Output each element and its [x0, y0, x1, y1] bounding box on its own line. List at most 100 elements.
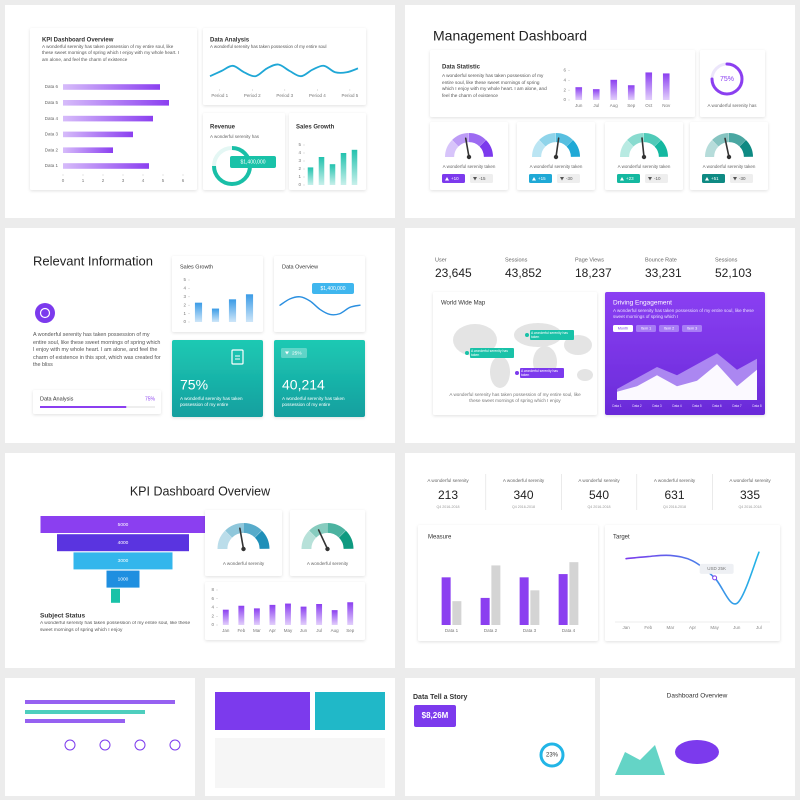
icon — [231, 349, 244, 365]
stat-value: 33,231 — [645, 266, 682, 280]
up-arrow — [445, 177, 449, 181]
y-tick-label: Data 4 — [45, 116, 59, 121]
card-title: KPI Dashboard Overview — [42, 38, 114, 44]
gauge-hub — [726, 154, 732, 160]
y-tick-label: 8 — [211, 587, 214, 592]
thumb-area — [615, 745, 665, 775]
y-tick-label: 0 — [183, 319, 186, 324]
thumb-icon — [134, 739, 146, 751]
gauge-segment — [445, 140, 459, 157]
gauge-needle — [464, 137, 470, 158]
stat-value: 23,645 — [435, 266, 472, 280]
bar — [63, 84, 160, 90]
y-tick-label: Data 6 — [45, 84, 59, 89]
paragraph: A wonderful serenity has taken possessio… — [40, 621, 191, 633]
button-text: Item 3 — [687, 327, 698, 331]
badge — [230, 156, 276, 168]
thumb-value-bg — [414, 705, 456, 727]
x-tick-label: Jan — [222, 628, 230, 633]
x-tick-label: Data 5 — [692, 404, 702, 408]
pin-label-bg — [470, 348, 514, 358]
paragraph: A wonderful serenity has taken possessio… — [449, 392, 581, 404]
x-tick-label: Period 4 — [309, 93, 326, 98]
x-tick-label: Data 4 — [672, 404, 682, 408]
x-tick-label: Period 2 — [244, 93, 261, 98]
progress-fill — [40, 406, 127, 408]
x-tick-label: Data 7 — [732, 404, 742, 408]
stat-label: Sessions — [505, 257, 528, 263]
gauge-segment — [469, 133, 486, 147]
x-tick-label: Aug — [331, 628, 340, 633]
bar — [285, 603, 291, 625]
x-tick-label: Jun — [733, 625, 741, 630]
pin — [465, 351, 469, 355]
paragraph: A wonderful serenity has taken — [521, 368, 558, 378]
y-tick-label: 0 — [563, 97, 566, 102]
x-tick-label: Jan — [622, 625, 630, 630]
y-tick-label: 3 — [183, 294, 186, 299]
thumb-panel — [215, 738, 385, 788]
thumb-title: Dashboard Overview — [667, 693, 728, 700]
gauge-needle — [555, 137, 560, 158]
x-tick-label: Data 3 — [523, 628, 537, 633]
bar — [331, 610, 338, 625]
funnel-label: 4000 — [118, 540, 129, 546]
gauge-hub — [241, 546, 246, 552]
paragraph: A wonderful serenity has taken possessio… — [33, 332, 161, 369]
x-tick-label: Data 3 — [652, 404, 662, 408]
bar — [211, 308, 220, 322]
card-title: Data Overview — [282, 264, 318, 270]
progress-value: 75% — [145, 396, 156, 402]
paragraph: A wonderful serenity has taken possessio… — [42, 44, 180, 62]
teal-card — [274, 340, 365, 417]
thumb-percent: 23% — [546, 753, 559, 759]
map-land — [577, 369, 593, 381]
badge — [281, 348, 307, 358]
bar — [222, 609, 229, 625]
y-tick-label: Data 5 — [45, 100, 59, 105]
teal-card — [172, 340, 263, 417]
stat-label: User — [435, 257, 447, 263]
up-text: +23 — [626, 176, 634, 181]
gauge-segment — [556, 133, 573, 147]
gauge-segment — [620, 140, 634, 157]
y-tick-label: 0 — [211, 622, 214, 627]
bar — [347, 602, 354, 625]
y-tick-label: 2 — [563, 87, 566, 92]
funnel-label: 1000 — [118, 576, 129, 582]
funnel-stem — [111, 588, 120, 603]
badge — [699, 563, 734, 574]
bar — [491, 565, 501, 625]
bar — [662, 73, 670, 100]
stat-label: Page Views — [575, 257, 604, 263]
card-text: A wonderful serenity has — [707, 103, 757, 108]
stat-label: A wonderful serenity — [654, 478, 696, 483]
card — [418, 525, 598, 641]
card — [433, 292, 597, 415]
stat-value: 213 — [438, 488, 458, 502]
card-title: Data Analysis — [210, 38, 250, 44]
y-tick-label: 0 — [298, 182, 301, 187]
funnel-bar — [40, 516, 206, 533]
down-text: -30 — [566, 176, 573, 181]
slide — [405, 678, 595, 796]
paragraph-box: A wonderful serenity has taken possessio… — [40, 621, 191, 633]
slide-title: Relevant Information — [33, 253, 153, 268]
down-text: -10 — [654, 176, 661, 181]
thumb-icon — [169, 739, 181, 751]
y-tick-label: 6 — [563, 68, 566, 73]
gauge-text: A wonderful serenity taken — [703, 164, 756, 169]
x-tick-label: Data 1 — [445, 628, 459, 633]
gauge-needle — [239, 527, 245, 550]
x-tick-label: Feb — [237, 628, 245, 633]
card-title: Sales Growth — [180, 264, 213, 270]
slide — [5, 678, 195, 796]
x-tick-label: Data 2 — [484, 628, 498, 633]
bar — [610, 79, 618, 100]
bar — [627, 85, 635, 100]
y-tick-label: 3 — [298, 158, 301, 163]
x-tick-label: May — [284, 628, 293, 633]
bar — [519, 577, 529, 625]
pin-label-bg — [530, 330, 574, 340]
progress-label: 75% — [720, 76, 734, 83]
